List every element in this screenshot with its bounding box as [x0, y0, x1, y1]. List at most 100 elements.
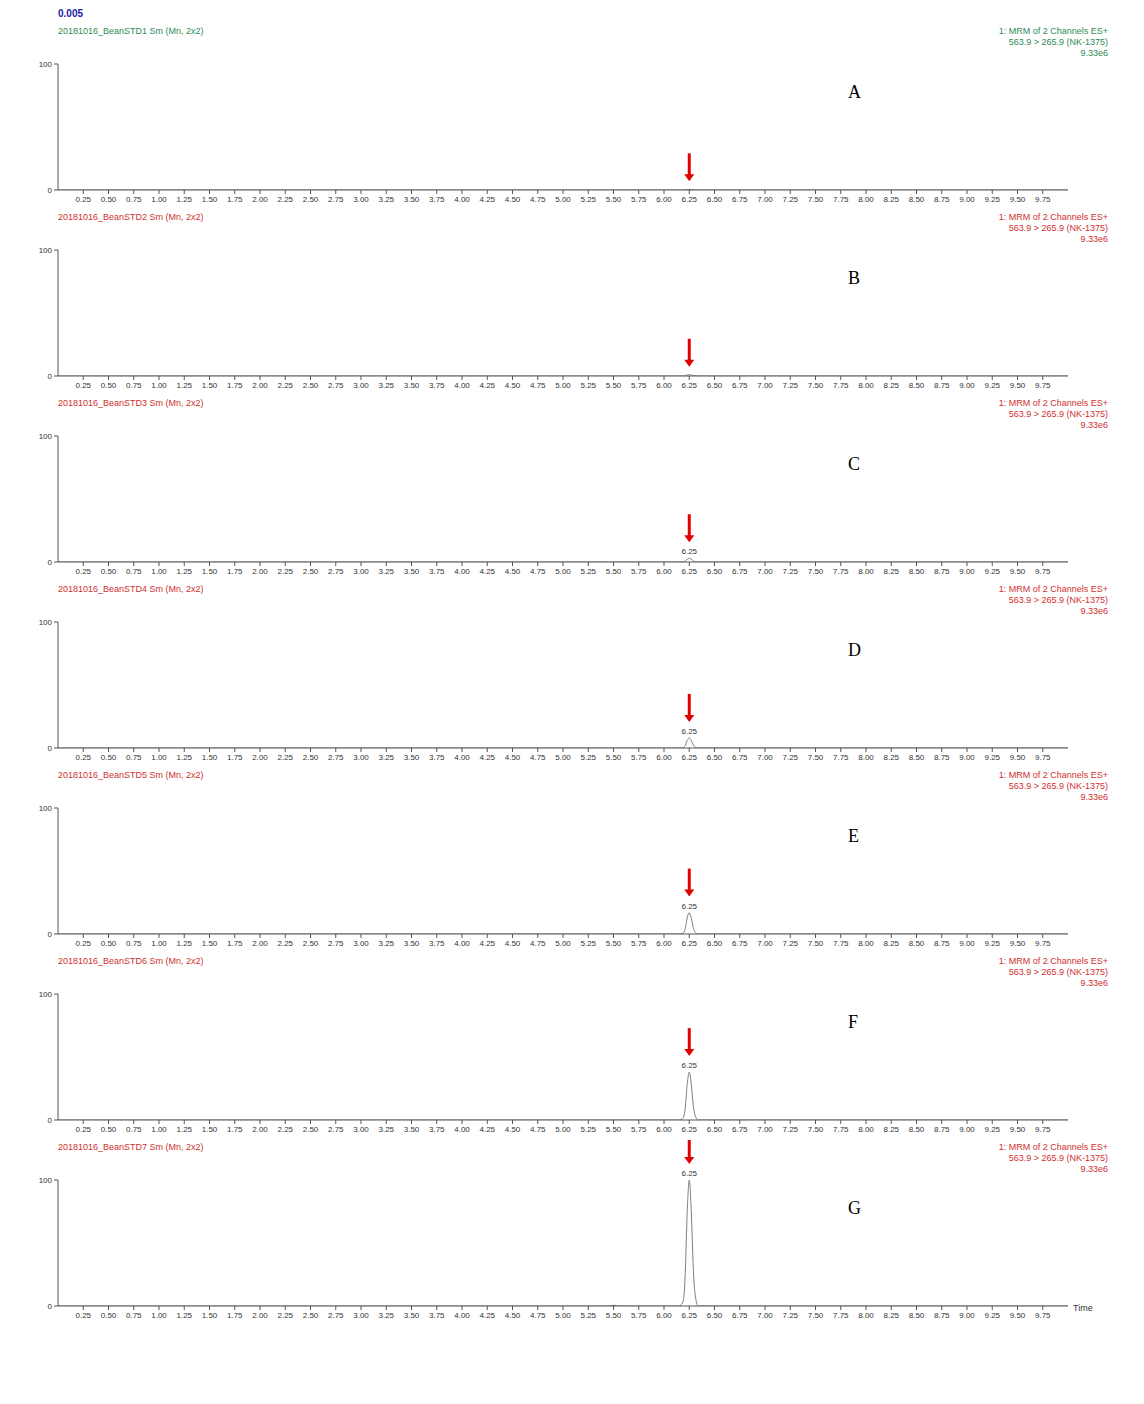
svg-text:6.50: 6.50 — [707, 381, 723, 390]
svg-text:5.25: 5.25 — [580, 567, 596, 576]
svg-text:0.50: 0.50 — [101, 195, 117, 204]
svg-text:2.25: 2.25 — [277, 753, 293, 762]
svg-text:7.75: 7.75 — [833, 939, 849, 948]
svg-text:6.75: 6.75 — [732, 567, 748, 576]
svg-text:5.75: 5.75 — [631, 939, 647, 948]
svg-text:9.00: 9.00 — [959, 939, 975, 948]
svg-text:4.75: 4.75 — [530, 567, 546, 576]
svg-text:3.50: 3.50 — [404, 1311, 420, 1320]
svg-text:0.75: 0.75 — [126, 1311, 142, 1320]
svg-text:8.25: 8.25 — [883, 567, 899, 576]
svg-text:2.50: 2.50 — [303, 567, 319, 576]
svg-text:9.75: 9.75 — [1035, 753, 1051, 762]
svg-text:3.00: 3.00 — [353, 1125, 369, 1134]
svg-text:1.50: 1.50 — [202, 381, 218, 390]
svg-text:8.00: 8.00 — [858, 1125, 874, 1134]
svg-text:2.00: 2.00 — [252, 567, 268, 576]
svg-text:7.50: 7.50 — [808, 1311, 824, 1320]
svg-text:6.75: 6.75 — [732, 939, 748, 948]
svg-text:3.50: 3.50 — [404, 939, 420, 948]
svg-text:2.25: 2.25 — [277, 1125, 293, 1134]
svg-text:3.75: 3.75 — [429, 939, 445, 948]
svg-text:2.50: 2.50 — [303, 939, 319, 948]
svg-text:8.25: 8.25 — [883, 939, 899, 948]
svg-text:7.00: 7.00 — [757, 753, 773, 762]
svg-text:2.75: 2.75 — [328, 753, 344, 762]
svg-text:3.25: 3.25 — [378, 381, 394, 390]
svg-text:1.00: 1.00 — [151, 195, 167, 204]
svg-text:3.50: 3.50 — [404, 567, 420, 576]
svg-text:5.75: 5.75 — [631, 753, 647, 762]
svg-text:0: 0 — [48, 186, 53, 195]
svg-text:0.25: 0.25 — [75, 1125, 91, 1134]
svg-text:6.25: 6.25 — [681, 567, 697, 576]
svg-text:1.25: 1.25 — [176, 567, 192, 576]
svg-text:0.75: 0.75 — [126, 1125, 142, 1134]
svg-text:1.75: 1.75 — [227, 195, 243, 204]
svg-text:9.00: 9.00 — [959, 195, 975, 204]
svg-text:6.25: 6.25 — [681, 1311, 697, 1320]
svg-text:6.50: 6.50 — [707, 567, 723, 576]
svg-text:3.25: 3.25 — [378, 1311, 394, 1320]
svg-text:1.75: 1.75 — [227, 1311, 243, 1320]
svg-text:9.50: 9.50 — [1010, 939, 1026, 948]
svg-text:1.50: 1.50 — [202, 1311, 218, 1320]
svg-text:7.25: 7.25 — [782, 1125, 798, 1134]
svg-text:1.25: 1.25 — [176, 1125, 192, 1134]
svg-text:7.25: 7.25 — [782, 753, 798, 762]
svg-text:9.50: 9.50 — [1010, 567, 1026, 576]
svg-text:4.50: 4.50 — [505, 1125, 521, 1134]
svg-text:8.50: 8.50 — [909, 381, 925, 390]
svg-text:8.75: 8.75 — [934, 753, 950, 762]
svg-text:0.75: 0.75 — [126, 939, 142, 948]
svg-text:2.25: 2.25 — [277, 939, 293, 948]
svg-text:100: 100 — [39, 618, 53, 627]
svg-text:8.25: 8.25 — [883, 195, 899, 204]
svg-text:9.25: 9.25 — [984, 567, 1000, 576]
svg-text:8.50: 8.50 — [909, 195, 925, 204]
svg-text:4.00: 4.00 — [454, 939, 470, 948]
svg-text:6.75: 6.75 — [732, 1311, 748, 1320]
svg-text:3.25: 3.25 — [378, 195, 394, 204]
svg-text:3.75: 3.75 — [429, 195, 445, 204]
svg-text:3.50: 3.50 — [404, 381, 420, 390]
svg-text:8.00: 8.00 — [858, 567, 874, 576]
svg-text:3.25: 3.25 — [378, 939, 394, 948]
svg-text:2.25: 2.25 — [277, 1311, 293, 1320]
svg-text:0.50: 0.50 — [101, 1311, 117, 1320]
svg-text:4.25: 4.25 — [479, 195, 495, 204]
svg-text:1.00: 1.00 — [151, 1125, 167, 1134]
svg-text:7.75: 7.75 — [833, 381, 849, 390]
svg-text:7.50: 7.50 — [808, 567, 824, 576]
svg-text:8.75: 8.75 — [934, 381, 950, 390]
svg-text:3.00: 3.00 — [353, 381, 369, 390]
svg-text:6.50: 6.50 — [707, 1311, 723, 1320]
svg-text:6.25: 6.25 — [681, 381, 697, 390]
svg-text:6.00: 6.00 — [656, 567, 672, 576]
svg-text:6.50: 6.50 — [707, 1125, 723, 1134]
svg-text:6.00: 6.00 — [656, 753, 672, 762]
svg-text:8.75: 8.75 — [934, 567, 950, 576]
svg-text:9.25: 9.25 — [984, 1125, 1000, 1134]
svg-text:3.00: 3.00 — [353, 753, 369, 762]
svg-text:0.50: 0.50 — [101, 381, 117, 390]
svg-text:2.00: 2.00 — [252, 1311, 268, 1320]
svg-text:100: 100 — [39, 432, 53, 441]
svg-text:5.00: 5.00 — [555, 567, 571, 576]
svg-text:2.75: 2.75 — [328, 567, 344, 576]
svg-text:4.50: 4.50 — [505, 753, 521, 762]
svg-text:0: 0 — [48, 930, 53, 939]
svg-text:1.00: 1.00 — [151, 381, 167, 390]
svg-text:5.50: 5.50 — [606, 567, 622, 576]
svg-text:5.75: 5.75 — [631, 1125, 647, 1134]
svg-text:2.25: 2.25 — [277, 195, 293, 204]
svg-text:9.75: 9.75 — [1035, 381, 1051, 390]
svg-text:6.75: 6.75 — [732, 381, 748, 390]
svg-text:0.50: 0.50 — [101, 1125, 117, 1134]
svg-text:7.00: 7.00 — [757, 939, 773, 948]
svg-text:1.50: 1.50 — [202, 1125, 218, 1134]
svg-text:7.50: 7.50 — [808, 939, 824, 948]
svg-text:2.50: 2.50 — [303, 753, 319, 762]
svg-text:6.25: 6.25 — [681, 902, 697, 911]
svg-text:8.75: 8.75 — [934, 1125, 950, 1134]
